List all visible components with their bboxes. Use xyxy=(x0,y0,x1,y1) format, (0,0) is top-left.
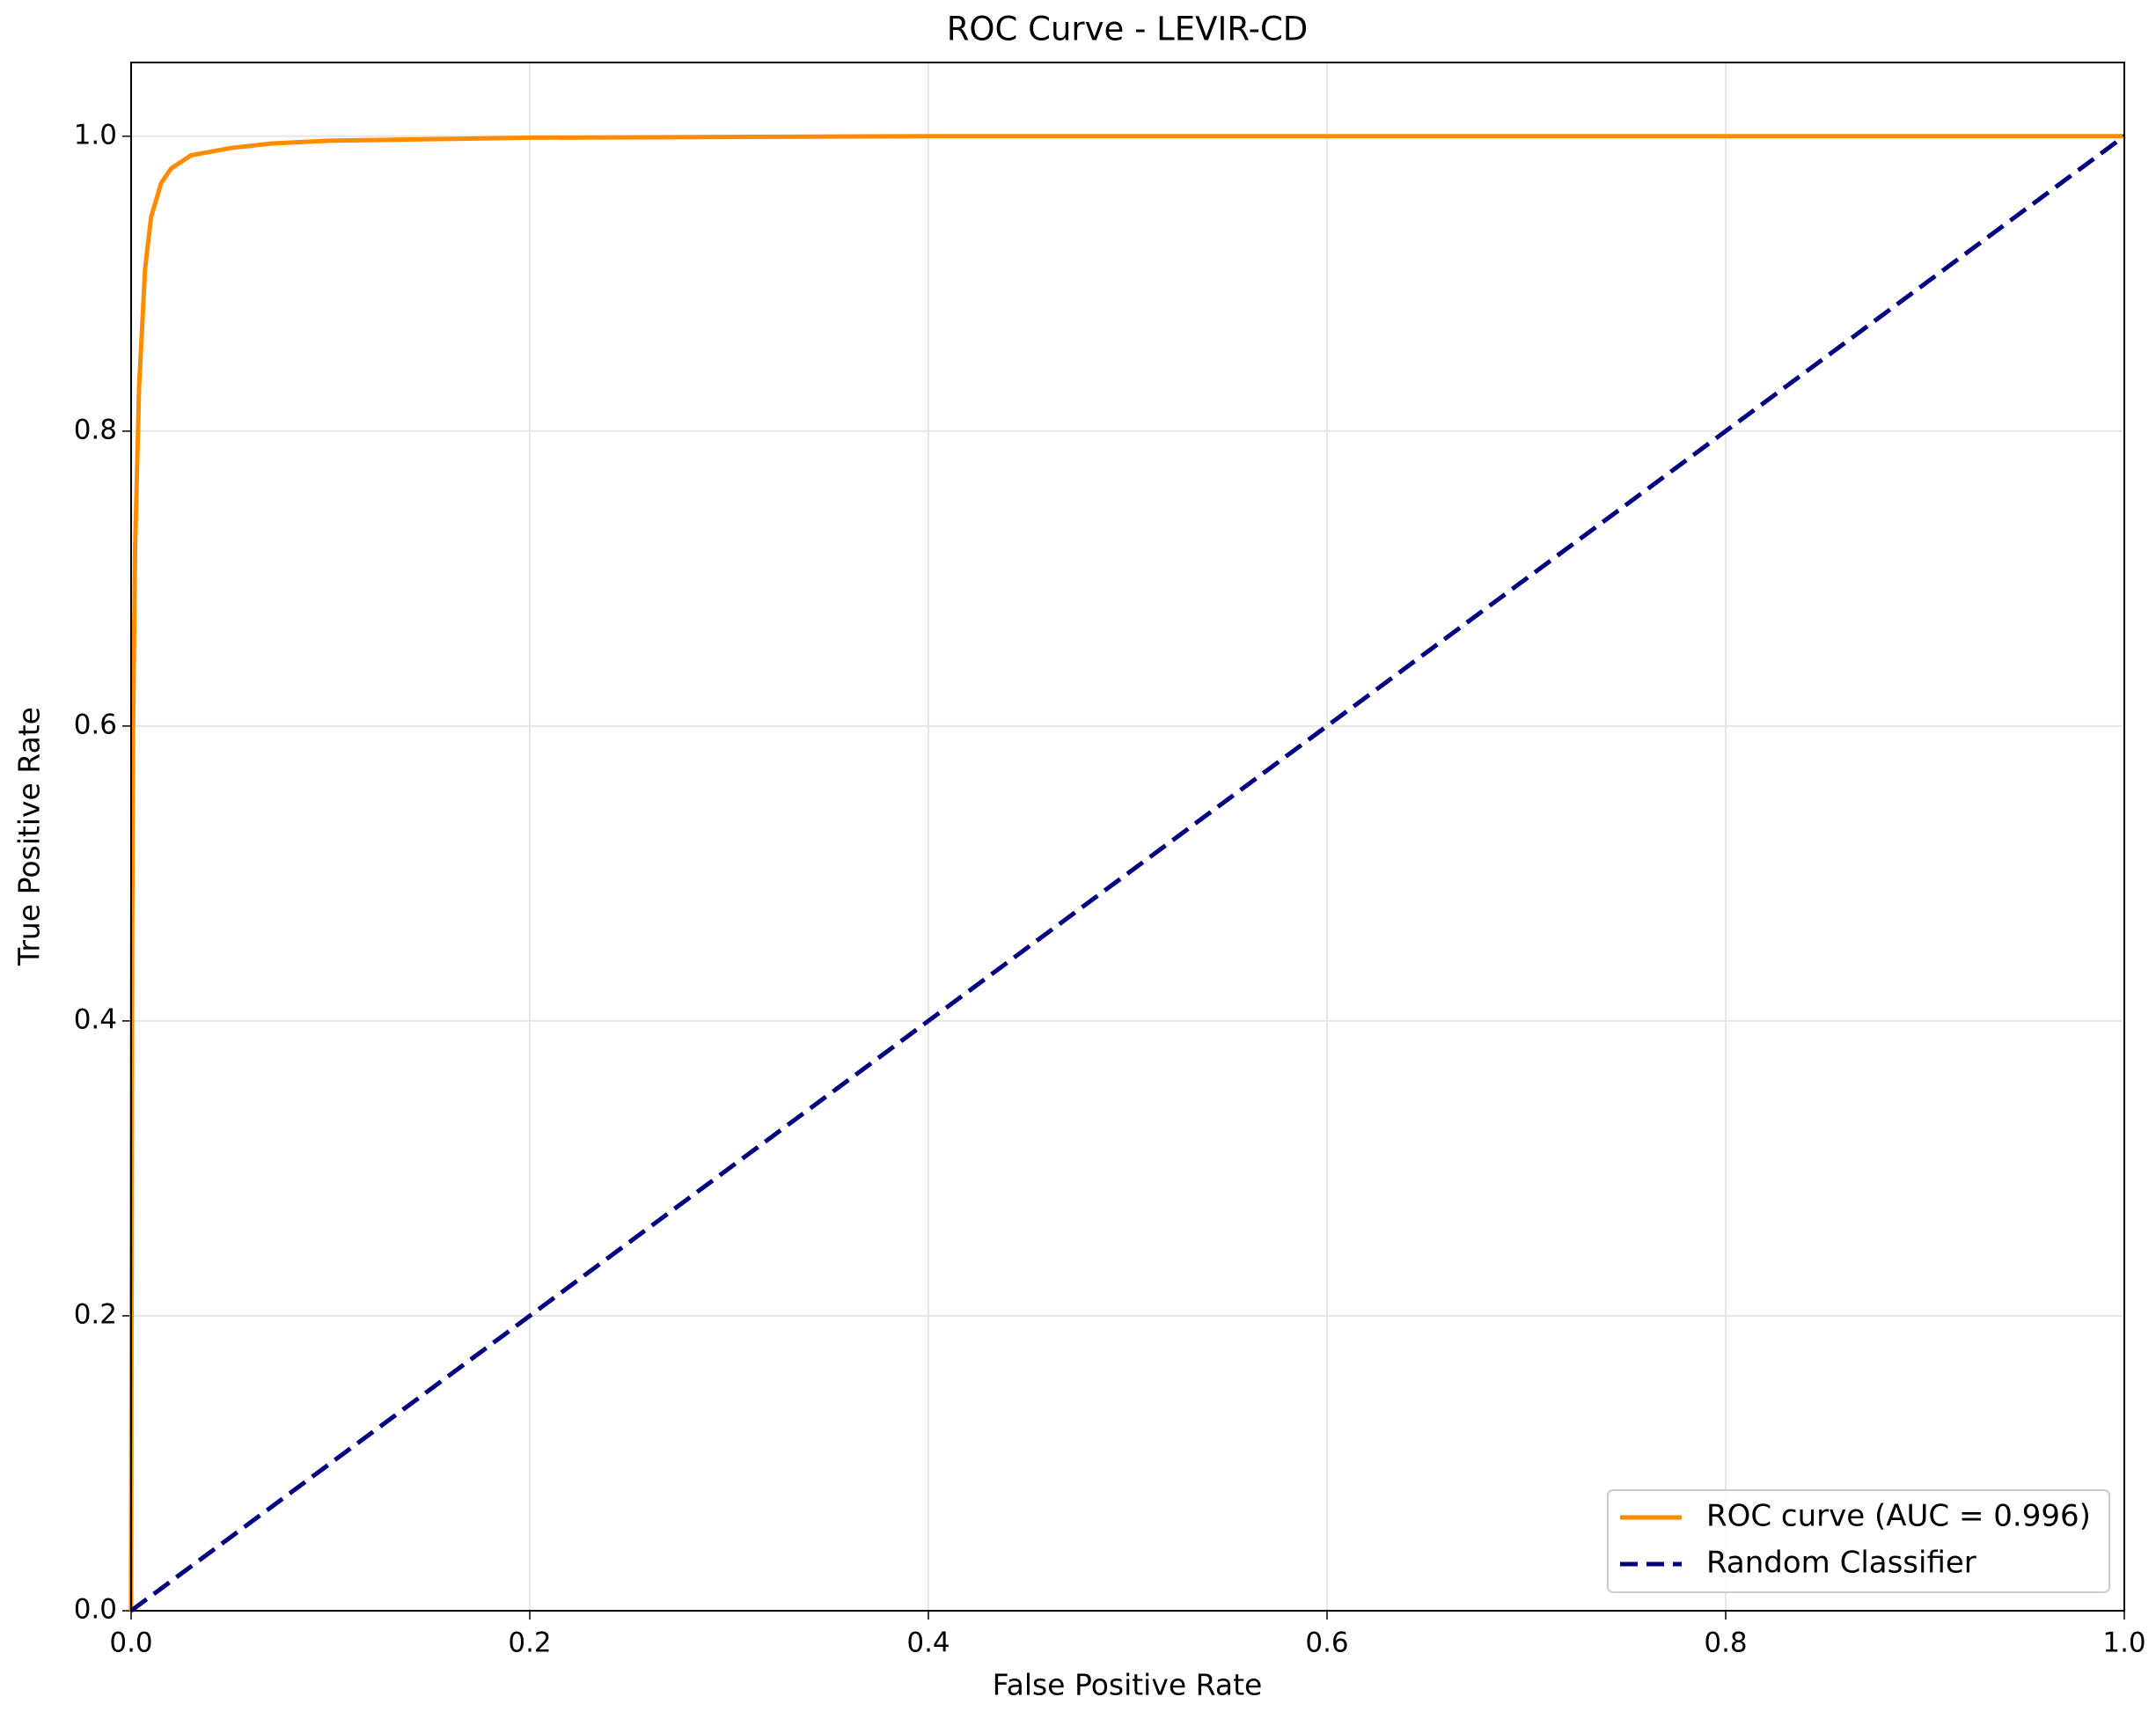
x-tick-label: 0.6 xyxy=(1305,1627,1348,1659)
legend: ROC curve (AUC = 0.996) Random Classifier xyxy=(1607,1489,2110,1593)
x-tick-label: 0.4 xyxy=(906,1627,950,1659)
x-axis-label: False Positive Rate xyxy=(993,1668,1263,1702)
series-line xyxy=(129,134,2126,1613)
y-tick-label: 0.8 xyxy=(74,414,117,445)
y-axis-label: True Positive Rate xyxy=(12,707,47,966)
x-tick-label: 1.0 xyxy=(2102,1627,2145,1659)
series-line xyxy=(128,134,2124,1612)
x-tick-label: 0.2 xyxy=(508,1627,551,1659)
legend-label: Random Classifier xyxy=(1706,1546,1976,1581)
y-tick-label: 0.0 xyxy=(74,1594,117,1626)
y-tick-label: 0.4 xyxy=(74,1003,117,1035)
x-tick-label: 0.0 xyxy=(109,1627,152,1659)
x-tick-label: 0.8 xyxy=(1704,1627,1747,1659)
plot-frame xyxy=(130,62,2125,1612)
y-tick-label: 0.2 xyxy=(74,1298,117,1330)
legend-box xyxy=(1607,1489,2110,1593)
chart-title: ROC Curve - LEVIR-CD xyxy=(947,11,1309,48)
legend-label: ROC curve (AUC = 0.996) xyxy=(1706,1499,2091,1534)
y-tick-label: 1.0 xyxy=(74,119,117,151)
y-tick-label: 0.6 xyxy=(74,709,117,740)
